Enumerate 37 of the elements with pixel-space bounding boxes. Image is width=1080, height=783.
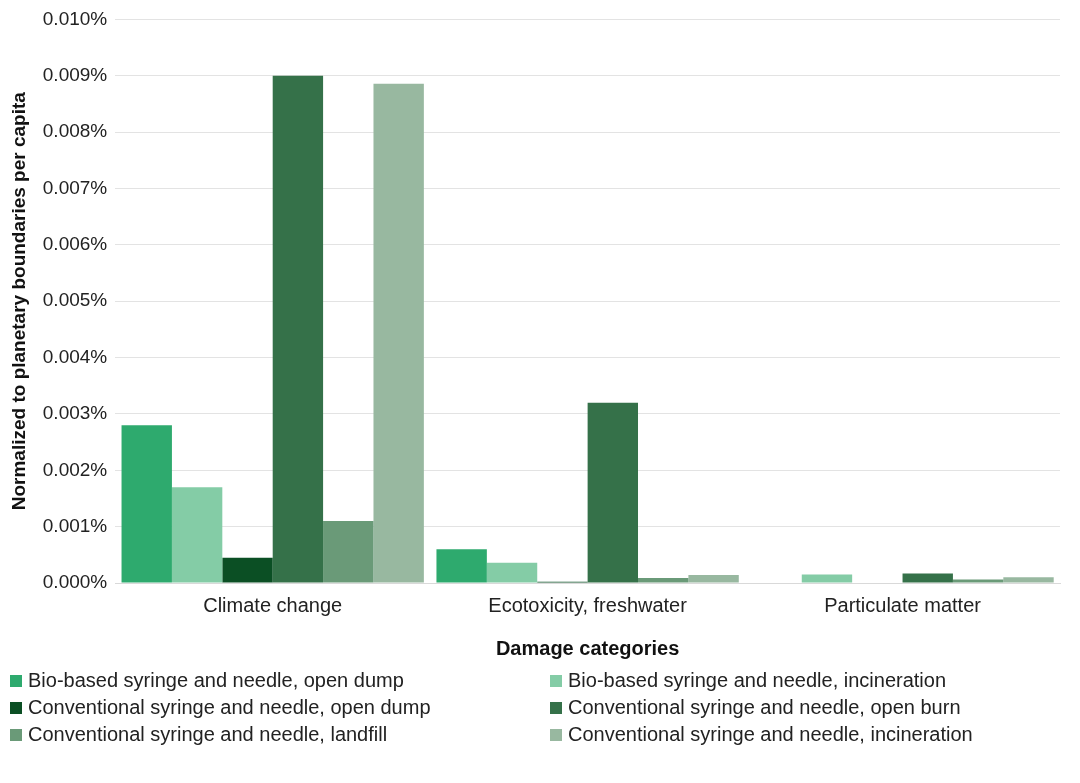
legend-label: Conventional syringe and needle, landfill bbox=[27, 723, 389, 746]
bar bbox=[272, 75, 324, 583]
bar bbox=[121, 425, 172, 583]
y-tick-label: 0.009% bbox=[42, 63, 108, 85]
y-tick-label: 0.008% bbox=[42, 120, 108, 142]
legend-label: Conventional syringe and needle, open dump bbox=[27, 696, 432, 719]
bar bbox=[952, 579, 1004, 583]
bar bbox=[222, 557, 273, 583]
y-tick-label: 0.001% bbox=[42, 514, 108, 536]
bar bbox=[801, 574, 853, 583]
bar bbox=[323, 521, 374, 583]
x-tick-label: Particulate matter bbox=[824, 593, 982, 616]
bar bbox=[688, 575, 739, 583]
bar bbox=[1003, 577, 1054, 583]
y-tick-label: 0.007% bbox=[42, 176, 108, 198]
x-axis-title: Damage categories bbox=[495, 636, 680, 659]
y-axis-title: Normalized to planetary boundaries per capita bbox=[7, 91, 29, 511]
y-tick-label: 0.002% bbox=[42, 458, 108, 480]
bar bbox=[171, 487, 223, 583]
bar bbox=[902, 573, 953, 583]
bar bbox=[436, 549, 487, 583]
x-tick-label: Ecotoxicity, freshwater bbox=[488, 593, 688, 616]
bar bbox=[638, 577, 689, 583]
y-tick-label: 0.006% bbox=[42, 233, 108, 255]
y-tick-label: 0.004% bbox=[42, 345, 108, 367]
legend-label: Conventional syringe and needle, incineration bbox=[567, 723, 974, 746]
legend-label: Bio-based syringe and needle, incineration bbox=[567, 669, 948, 692]
y-tick-label: 0.003% bbox=[42, 402, 108, 424]
y-tick-label: 0.010% bbox=[42, 7, 108, 29]
bar bbox=[587, 402, 639, 583]
y-tick-label: 0.005% bbox=[42, 289, 108, 311]
bar bbox=[373, 83, 424, 583]
legend-label: Bio-based syringe and needle, open dump bbox=[27, 669, 405, 692]
y-tick-label: 0.000% bbox=[42, 571, 108, 593]
legend-label: Conventional syringe and needle, open burn bbox=[567, 696, 962, 719]
bar bbox=[486, 562, 538, 583]
x-tick-label: Climate change bbox=[203, 593, 343, 616]
